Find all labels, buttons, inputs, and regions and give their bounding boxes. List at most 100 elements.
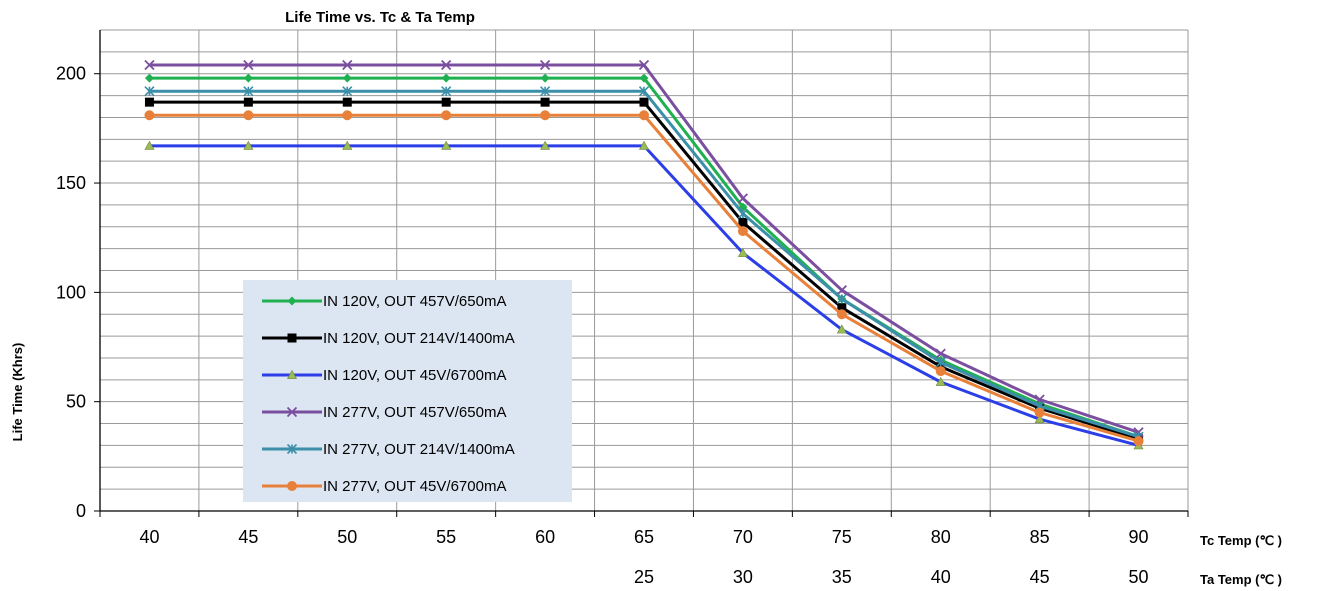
data-point-marker bbox=[441, 110, 452, 121]
data-point-marker bbox=[243, 59, 254, 71]
data-point-marker bbox=[287, 481, 297, 491]
data-point-marker bbox=[836, 293, 847, 304]
x-tick-label: 50 bbox=[337, 527, 357, 547]
data-point-marker bbox=[342, 97, 352, 107]
x-tick-label: 70 bbox=[733, 527, 753, 547]
data-point-marker bbox=[243, 97, 253, 107]
chart-title: Life Time vs. Tc & Ta Temp bbox=[285, 9, 475, 26]
data-point-marker bbox=[342, 140, 353, 150]
data-point-marker bbox=[441, 73, 451, 83]
data-point-marker bbox=[342, 86, 353, 97]
marker-stroke bbox=[286, 406, 298, 418]
x2-axis-label: Ta Temp (℃ ) bbox=[1200, 572, 1282, 587]
data-point-marker bbox=[144, 73, 154, 83]
x-tick-label: 55 bbox=[436, 527, 456, 547]
data-point-marker bbox=[144, 110, 155, 121]
data-point-marker bbox=[144, 140, 155, 150]
legend-item: IN 120V, OUT 457V/650mA bbox=[262, 293, 506, 310]
data-point-marker bbox=[836, 309, 847, 320]
data-point-marker bbox=[836, 285, 847, 296]
axes bbox=[94, 30, 1189, 517]
legend-label: IN 277V, OUT 457V/650mA bbox=[323, 404, 506, 421]
data-point-marker bbox=[286, 406, 298, 418]
y-tick-label: 150 bbox=[56, 173, 86, 193]
series-3 bbox=[144, 140, 1144, 450]
data-point-marker bbox=[243, 86, 254, 97]
data-point-marker bbox=[342, 73, 352, 83]
x2-tick-label: 50 bbox=[1129, 567, 1149, 587]
y-tick-label: 100 bbox=[56, 282, 86, 302]
legend-label: IN 277V, OUT 214V/1400mA bbox=[323, 441, 515, 458]
marker-stroke bbox=[243, 59, 254, 71]
y-tick-label: 0 bbox=[76, 501, 86, 521]
data-point-marker bbox=[342, 110, 353, 121]
data-point-marker bbox=[935, 348, 946, 359]
data-point-marker bbox=[737, 208, 748, 219]
data-point-marker bbox=[287, 333, 297, 343]
legend-label: IN 277V, OUT 45V/6700mA bbox=[323, 478, 506, 495]
x2-tick-labels: 25 30 35 40 45 50 bbox=[634, 567, 1149, 587]
y-tick-label: 200 bbox=[56, 64, 86, 84]
x2-tick-label: 25 bbox=[634, 567, 654, 587]
data-point-marker bbox=[737, 193, 749, 204]
marker-stroke bbox=[144, 59, 155, 71]
data-point-marker bbox=[1034, 407, 1045, 418]
data-point-marker bbox=[540, 140, 551, 150]
x2-tick-label: 45 bbox=[1030, 567, 1050, 587]
marker-stroke bbox=[342, 59, 353, 71]
data-point-marker bbox=[540, 97, 550, 107]
marker-stroke bbox=[539, 59, 551, 71]
y-axis-label: Life Time (Khrs) bbox=[10, 343, 25, 442]
data-point-marker bbox=[441, 59, 452, 71]
legend: IN 120V, OUT 457V/650mA IN 120V, OUT 214V… bbox=[243, 280, 572, 502]
data-point-marker bbox=[1133, 436, 1144, 447]
y-tick-labels: 0 50 100 150 200 bbox=[56, 64, 86, 521]
x2-tick-label: 35 bbox=[832, 567, 852, 587]
y-tick-label: 50 bbox=[66, 392, 86, 412]
legend-item: IN 120V, OUT 214V/1400mA bbox=[262, 330, 515, 347]
data-point-marker bbox=[441, 140, 452, 150]
series-5 bbox=[144, 86, 1144, 442]
data-point-marker bbox=[243, 73, 253, 83]
x-tick-label: 90 bbox=[1129, 527, 1149, 547]
data-point-marker bbox=[540, 86, 551, 97]
x-tick-label: 40 bbox=[139, 527, 159, 547]
x-tick-label: 80 bbox=[931, 527, 951, 547]
legend-item: IN 120V, OUT 45V/6700mA bbox=[262, 367, 506, 384]
data-point-marker bbox=[639, 97, 649, 107]
marker-stroke bbox=[737, 193, 749, 204]
legend-label: IN 120V, OUT 214V/1400mA bbox=[323, 330, 515, 347]
data-point-marker bbox=[935, 366, 946, 377]
data-point-marker bbox=[539, 59, 551, 71]
series-group bbox=[144, 59, 1144, 450]
marker-stroke bbox=[935, 348, 946, 359]
legend-box bbox=[243, 280, 572, 502]
legend-item: IN 277V, OUT 457V/650mA bbox=[262, 404, 506, 421]
x-tick-label: 45 bbox=[238, 527, 258, 547]
series-2 bbox=[144, 97, 1144, 444]
data-point-marker bbox=[639, 110, 649, 121]
data-point-marker bbox=[638, 140, 650, 150]
data-point-marker bbox=[837, 303, 847, 313]
x-tick-label: 85 bbox=[1030, 527, 1050, 547]
data-point-marker bbox=[935, 376, 946, 386]
data-point-marker bbox=[540, 73, 550, 83]
data-point-marker bbox=[638, 86, 650, 97]
data-point-marker bbox=[144, 86, 155, 97]
data-point-marker bbox=[243, 110, 254, 121]
series-6 bbox=[144, 110, 1144, 447]
data-point-marker bbox=[243, 140, 254, 150]
data-point-marker bbox=[540, 110, 551, 121]
x2-tick-label: 40 bbox=[931, 567, 951, 587]
data-point-marker bbox=[738, 217, 748, 227]
data-point-marker bbox=[144, 97, 154, 107]
data-point-marker bbox=[737, 226, 748, 237]
data-point-marker bbox=[935, 357, 946, 368]
data-point-marker bbox=[441, 97, 451, 107]
legend-item: IN 277V, OUT 214V/1400mA bbox=[262, 441, 515, 458]
x-tick-label: 75 bbox=[832, 527, 852, 547]
legend-item: IN 277V, OUT 45V/6700mA bbox=[262, 478, 506, 495]
data-point-marker bbox=[286, 443, 298, 455]
data-point-marker bbox=[639, 73, 649, 83]
